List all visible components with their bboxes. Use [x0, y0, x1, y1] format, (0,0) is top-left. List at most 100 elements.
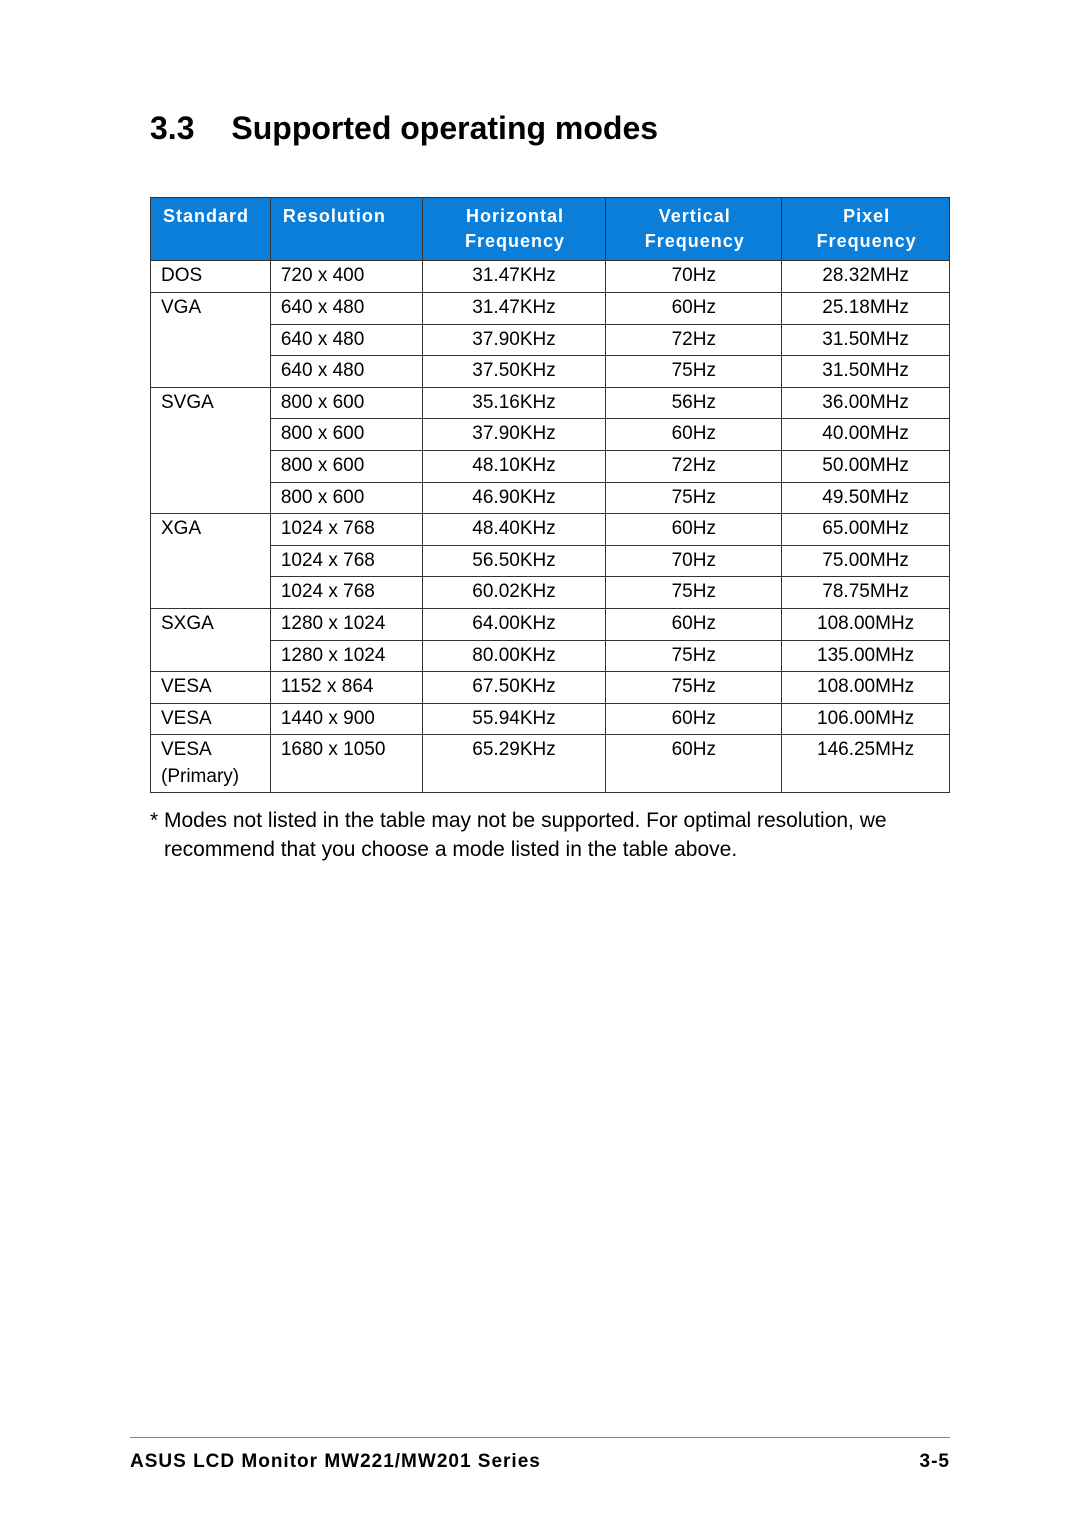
cell-hfreq: 31.47KHz [422, 261, 606, 293]
cell-hfreq: 80.00KHz [422, 640, 606, 672]
cell-hfreq: 65.29KHz [422, 735, 606, 793]
cell-resolution: 640 x 480 [270, 356, 422, 388]
cell-vfreq: 75Hz [606, 356, 782, 388]
cell-pfreq: 108.00MHz [782, 672, 950, 704]
cell-hfreq: 60.02KHz [422, 577, 606, 609]
cell-resolution: 720 x 400 [270, 261, 422, 293]
cell-resolution: 1024 x 768 [270, 545, 422, 577]
col-vfreq: VerticalFrequency [606, 198, 782, 261]
cell-standard [151, 577, 271, 609]
cell-resolution: 1152 x 864 [270, 672, 422, 704]
cell-resolution: 640 x 480 [270, 292, 422, 324]
table-head: Standard Resolution HorizontalFrequency … [151, 198, 950, 261]
table-row: VGA640 x 48031.47KHz60Hz25.18MHz [151, 292, 950, 324]
cell-vfreq: 56Hz [606, 387, 782, 419]
cell-resolution: 1024 x 768 [270, 514, 422, 546]
col-pfreq: PixelFrequency [782, 198, 950, 261]
cell-pfreq: 75.00MHz [782, 545, 950, 577]
cell-pfreq: 31.50MHz [782, 356, 950, 388]
table-row: 800 x 60037.90KHz60Hz40.00MHz [151, 419, 950, 451]
cell-standard: VGA [151, 292, 271, 324]
table-row: 1280 x 102480.00KHz75Hz135.00MHz [151, 640, 950, 672]
col-standard: Standard [151, 198, 271, 261]
footnote: * Modes not listed in the table may not … [150, 807, 950, 864]
cell-vfreq: 70Hz [606, 261, 782, 293]
cell-hfreq: 31.47KHz [422, 292, 606, 324]
table-row: 1024 x 76856.50KHz70Hz75.00MHz [151, 545, 950, 577]
cell-pfreq: 25.18MHz [782, 292, 950, 324]
cell-resolution: 1024 x 768 [270, 577, 422, 609]
table-row: 800 x 60046.90KHz75Hz49.50MHz [151, 482, 950, 514]
footer-left: ASUS LCD Monitor MW221/MW201 Series [130, 1451, 541, 1473]
cell-pfreq: 106.00MHz [782, 703, 950, 735]
cell-pfreq: 78.75MHz [782, 577, 950, 609]
cell-pfreq: 108.00MHz [782, 608, 950, 640]
cell-vfreq: 60Hz [606, 292, 782, 324]
section-title: Supported operating modes [231, 110, 658, 146]
cell-hfreq: 56.50KHz [422, 545, 606, 577]
cell-standard [151, 545, 271, 577]
footer-right: 3-5 [920, 1451, 950, 1473]
cell-resolution: 800 x 600 [270, 419, 422, 451]
table-row: XGA1024 x 76848.40KHz60Hz65.00MHz [151, 514, 950, 546]
cell-standard [151, 450, 271, 482]
cell-resolution: 800 x 600 [270, 387, 422, 419]
table-row: SVGA800 x 60035.16KHz56Hz36.00MHz [151, 387, 950, 419]
cell-standard: DOS [151, 261, 271, 293]
cell-pfreq: 65.00MHz [782, 514, 950, 546]
section-number: 3.3 [150, 110, 194, 147]
cell-resolution: 1280 x 1024 [270, 608, 422, 640]
table-row: 640 x 48037.50KHz75Hz31.50MHz [151, 356, 950, 388]
table-row: 1024 x 76860.02KHz75Hz78.75MHz [151, 577, 950, 609]
cell-hfreq: 64.00KHz [422, 608, 606, 640]
page: 3.3 Supported operating modes Standard R… [0, 0, 1080, 1528]
cell-pfreq: 135.00MHz [782, 640, 950, 672]
cell-standard [151, 324, 271, 356]
modes-table: Standard Resolution HorizontalFrequency … [150, 197, 950, 793]
cell-vfreq: 60Hz [606, 703, 782, 735]
cell-resolution: 1440 x 900 [270, 703, 422, 735]
cell-hfreq: 67.50KHz [422, 672, 606, 704]
cell-pfreq: 28.32MHz [782, 261, 950, 293]
footer-rule [130, 1437, 950, 1438]
col-resolution: Resolution [270, 198, 422, 261]
cell-hfreq: 37.50KHz [422, 356, 606, 388]
cell-standard [151, 356, 271, 388]
cell-hfreq: 48.40KHz [422, 514, 606, 546]
page-footer: ASUS LCD Monitor MW221/MW201 Series 3-5 [130, 1451, 950, 1473]
table-body: DOS720 x 40031.47KHz70Hz28.32MHzVGA640 x… [151, 261, 950, 793]
cell-vfreq: 75Hz [606, 672, 782, 704]
cell-vfreq: 60Hz [606, 419, 782, 451]
cell-pfreq: 40.00MHz [782, 419, 950, 451]
cell-standard: XGA [151, 514, 271, 546]
cell-standard: VESA [151, 672, 271, 704]
cell-vfreq: 60Hz [606, 608, 782, 640]
cell-standard: SXGA [151, 608, 271, 640]
table-row: VESA (Primary)1680 x 105065.29KHz60Hz146… [151, 735, 950, 793]
cell-standard [151, 482, 271, 514]
table-row: 800 x 60048.10KHz72Hz50.00MHz [151, 450, 950, 482]
cell-vfreq: 70Hz [606, 545, 782, 577]
cell-hfreq: 46.90KHz [422, 482, 606, 514]
cell-standard [151, 419, 271, 451]
cell-pfreq: 36.00MHz [782, 387, 950, 419]
cell-standard: SVGA [151, 387, 271, 419]
cell-vfreq: 72Hz [606, 450, 782, 482]
cell-hfreq: 55.94KHz [422, 703, 606, 735]
cell-resolution: 800 x 600 [270, 450, 422, 482]
cell-resolution: 640 x 480 [270, 324, 422, 356]
table-row: 640 x 48037.90KHz72Hz31.50MHz [151, 324, 950, 356]
cell-pfreq: 49.50MHz [782, 482, 950, 514]
section-heading: 3.3 Supported operating modes [150, 110, 950, 147]
cell-hfreq: 37.90KHz [422, 419, 606, 451]
cell-vfreq: 60Hz [606, 735, 782, 793]
col-hfreq: HorizontalFrequency [422, 198, 606, 261]
table-row: VESA1440 x 90055.94KHz60Hz106.00MHz [151, 703, 950, 735]
cell-pfreq: 31.50MHz [782, 324, 950, 356]
cell-standard: VESA [151, 703, 271, 735]
cell-standard [151, 640, 271, 672]
cell-vfreq: 72Hz [606, 324, 782, 356]
cell-vfreq: 75Hz [606, 482, 782, 514]
cell-vfreq: 75Hz [606, 640, 782, 672]
cell-hfreq: 48.10KHz [422, 450, 606, 482]
